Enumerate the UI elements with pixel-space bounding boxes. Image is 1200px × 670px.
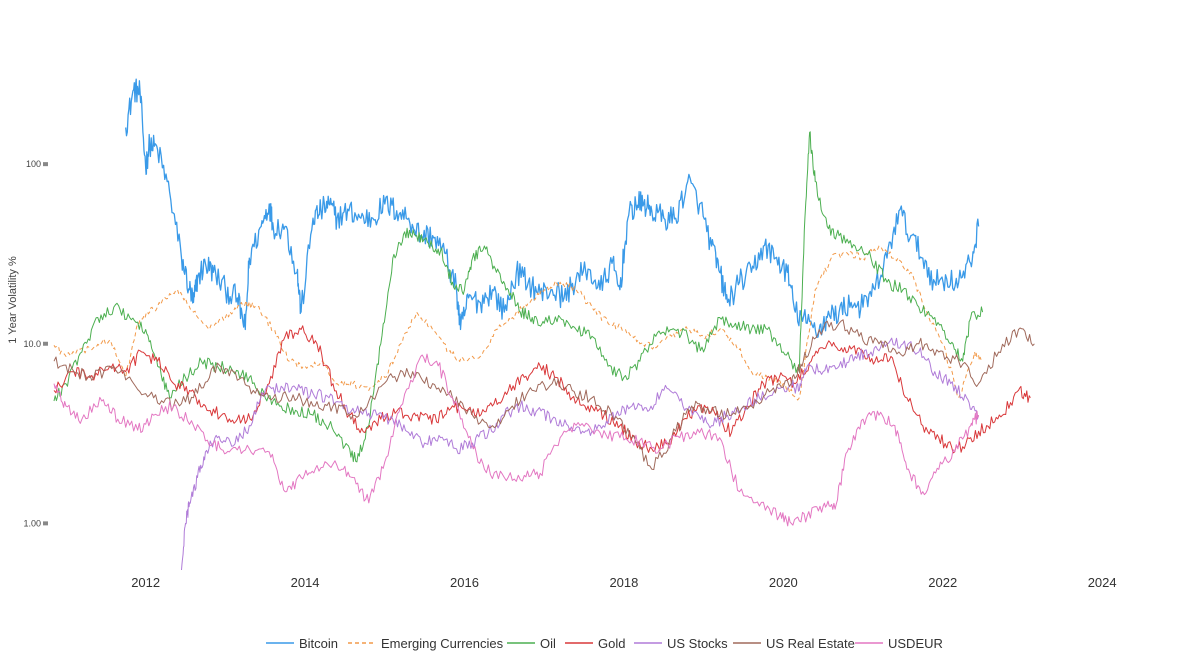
- series-line-emerging-currencies: [53, 245, 983, 401]
- x-tick-label: 2014: [291, 575, 320, 590]
- y-tick-label: 100: [26, 159, 41, 169]
- x-tick-label: 2022: [928, 575, 957, 590]
- y-tick-label: 1.00: [23, 518, 41, 528]
- series-line-usdeur: [53, 353, 980, 527]
- x-tick-label: 2020: [769, 575, 798, 590]
- legend-item-label: US Real Estate: [766, 636, 855, 651]
- series-line-oil: [53, 131, 984, 463]
- legend-item-label: Emerging Currencies: [381, 636, 504, 651]
- x-tick-label: 2024: [1088, 575, 1117, 590]
- y-axis: 1.00 10.0 100: [23, 159, 48, 528]
- y-tick-mark: [43, 521, 48, 526]
- legend-item-label: Bitcoin: [299, 636, 338, 651]
- series-line-us-real-estate: [53, 319, 1035, 470]
- y-axis-title: 1 Year Volatility %: [7, 256, 19, 344]
- y-tick-mark: [43, 162, 48, 167]
- series-layer: [53, 78, 1035, 571]
- legend: Bitcoin Emerging Currencies Oil Gold US Stoc…: [266, 636, 943, 651]
- x-tick-label: 2012: [131, 575, 160, 590]
- series-line-bitcoin: [125, 78, 980, 339]
- legend-item-label: Oil: [540, 636, 556, 651]
- series-line-gold: [53, 325, 1031, 454]
- legend-item-label: US Stocks: [667, 636, 728, 651]
- series-line-us-stocks: [181, 337, 980, 571]
- legend-item-label: Gold: [598, 636, 625, 651]
- x-tick-label: 2018: [609, 575, 638, 590]
- legend-item-label: USDEUR: [888, 636, 943, 651]
- x-tick-label: 2016: [450, 575, 479, 590]
- y-tick-label: 10.0: [23, 339, 41, 349]
- y-tick-mark: [43, 341, 48, 346]
- x-axis: 2012 2014 2016 2018 2020 2022 2024: [131, 575, 1116, 590]
